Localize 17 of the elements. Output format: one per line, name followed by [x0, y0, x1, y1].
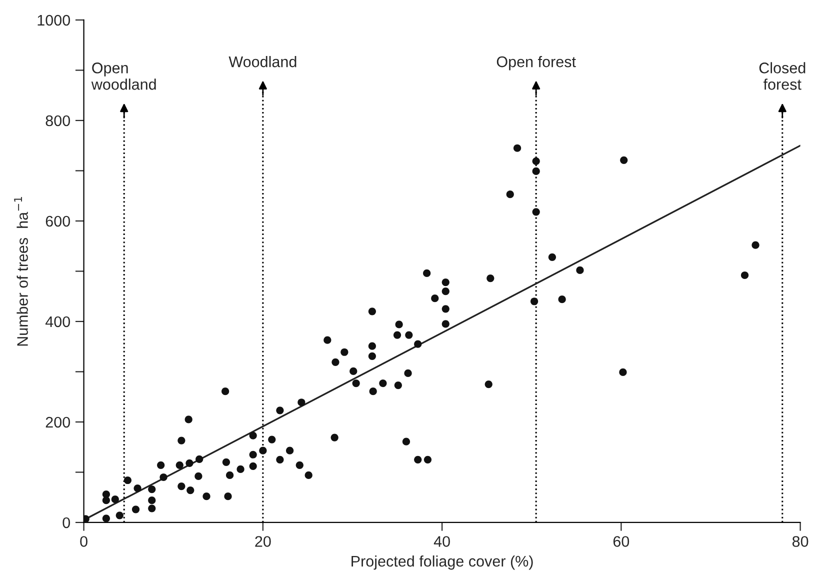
x-tick-label: 40 [434, 536, 450, 547]
ref-line-label: Open woodland [91, 62, 156, 90]
ref-line-label: Woodland [228, 56, 296, 68]
y-tick-label: 800 [46, 115, 70, 126]
ref-line-label: Open forest [496, 56, 576, 70]
x-tick-label: 80 [792, 536, 808, 547]
x-tick-label: 0 [80, 536, 88, 547]
x-tick-label: 20 [255, 536, 271, 547]
ref-line-label: Closed forest [759, 62, 806, 90]
x-axis-title: Projected foliage cover (%) [352, 555, 533, 570]
x-tick-label: 60 [613, 536, 630, 547]
y-tick-label: 1000 [38, 14, 70, 26]
y-tick-label: 600 [46, 216, 70, 227]
y-tick-label: 200 [46, 416, 70, 428]
y-axis-title: Number of trees ha$^{−1}$ [14, 196, 28, 346]
y-tick-label: 0 [62, 517, 70, 528]
y-tick-label: 400 [45, 316, 70, 328]
